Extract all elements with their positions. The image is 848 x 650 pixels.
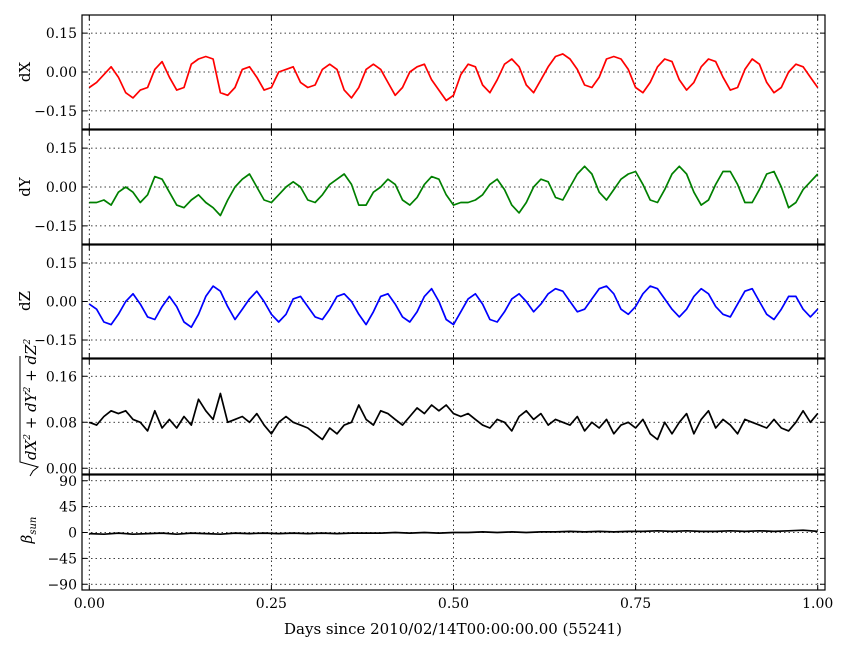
panel-2-series-1 (89, 165, 819, 217)
panel-5: −90 −45 0 45 90 0.00 0.25 0.50 0.75 1.00 (47, 474, 833, 612)
panel-5-ytick-label-4: 90 (59, 474, 77, 490)
panel-5-ytick-label-0: −90 (47, 577, 77, 593)
panel-5-ytick-label-1: −45 (47, 551, 77, 567)
radical-sign-icon (19, 356, 40, 477)
panel-1-ytick-label-0: −0.15 (34, 104, 77, 120)
x-tick-label-0: 0.00 (74, 596, 105, 612)
panel-2-ytick-label-2: 0.15 (46, 141, 77, 157)
panel-3-ytick-label-1: 0.00 (46, 295, 77, 311)
svg-text:dX2 + dY2 + dZ2: dX2 + dY2 + dZ2 (22, 339, 40, 461)
panel-4-ytick-label-2: 0.16 (46, 369, 77, 385)
panel-4-ylabel: dX2 + dY2 + dZ2 (19, 339, 40, 477)
x-axis-label: Days since 2010/02/14T00:00:00.00 (55241… (284, 620, 622, 638)
panel-3-series-1 (88, 285, 819, 329)
panel-5-ylabel-base: β (18, 534, 36, 544)
panel-3-ylabel: dZ (16, 291, 34, 311)
panel-4-ylabel-dz: + dZ (22, 344, 40, 387)
panel-4-ytick-label-0: 0.00 (46, 461, 77, 477)
panels: −0.15 0.00 0.15 −0.15 0.00 0.15 −0.15 0.00 0.15 0… (34, 14, 833, 612)
panel-4: 0.00 0.08 0.16 (46, 358, 826, 477)
panel-5-ylabel: βsun (18, 517, 39, 545)
panel-1-ytick-label-2: 0.15 (46, 26, 77, 42)
panel-1-frame (81, 14, 826, 130)
panel-2: −0.15 0.00 0.15 (34, 129, 826, 245)
panel-2-ytick-label-0: −0.15 (34, 219, 77, 235)
panel-4-ytick-label-1: 0.08 (46, 415, 77, 431)
x-tick-label-2: 0.50 (438, 596, 469, 612)
panel-2-ylabel: dY (16, 176, 34, 197)
panel-5-ylabel-sub: sun (28, 517, 39, 535)
panel-1-ytick-label-1: 0.00 (46, 65, 77, 81)
panel-5-ytick-label-2: 0 (68, 526, 77, 542)
panel-4-series-1 (88, 392, 819, 441)
panel-5-ytick-label-3: 45 (59, 500, 77, 516)
panel-3: −0.15 0.00 0.15 (34, 244, 826, 359)
x-tick-label-1: 0.25 (256, 596, 287, 612)
panel-1-series-1 (88, 53, 819, 102)
panel-5-series-1 (89, 529, 818, 536)
x-tick-label-3: 0.75 (620, 596, 651, 612)
panel-1: −0.15 0.00 0.15 (34, 14, 826, 130)
panel-2-ytick-label-1: 0.00 (46, 180, 77, 196)
panel-1-ylabel: dX (16, 62, 34, 83)
panel-4-ylabel-dx: dX (22, 438, 40, 460)
panel-3-ytick-label-2: 0.15 (46, 256, 77, 272)
panel-4-ylabel-exp2: 2 (23, 386, 33, 393)
panel-4-ylabel-dy: + dY (22, 390, 40, 434)
panel-4-ylabel-exp3: 2 (23, 339, 33, 346)
panel-2-frame (81, 129, 826, 245)
panel-3-ytick-label-0: −0.15 (34, 333, 77, 349)
panel-4-ylabel-exp1: 2 (23, 434, 33, 441)
x-tick-label-4: 1.00 (802, 596, 833, 612)
